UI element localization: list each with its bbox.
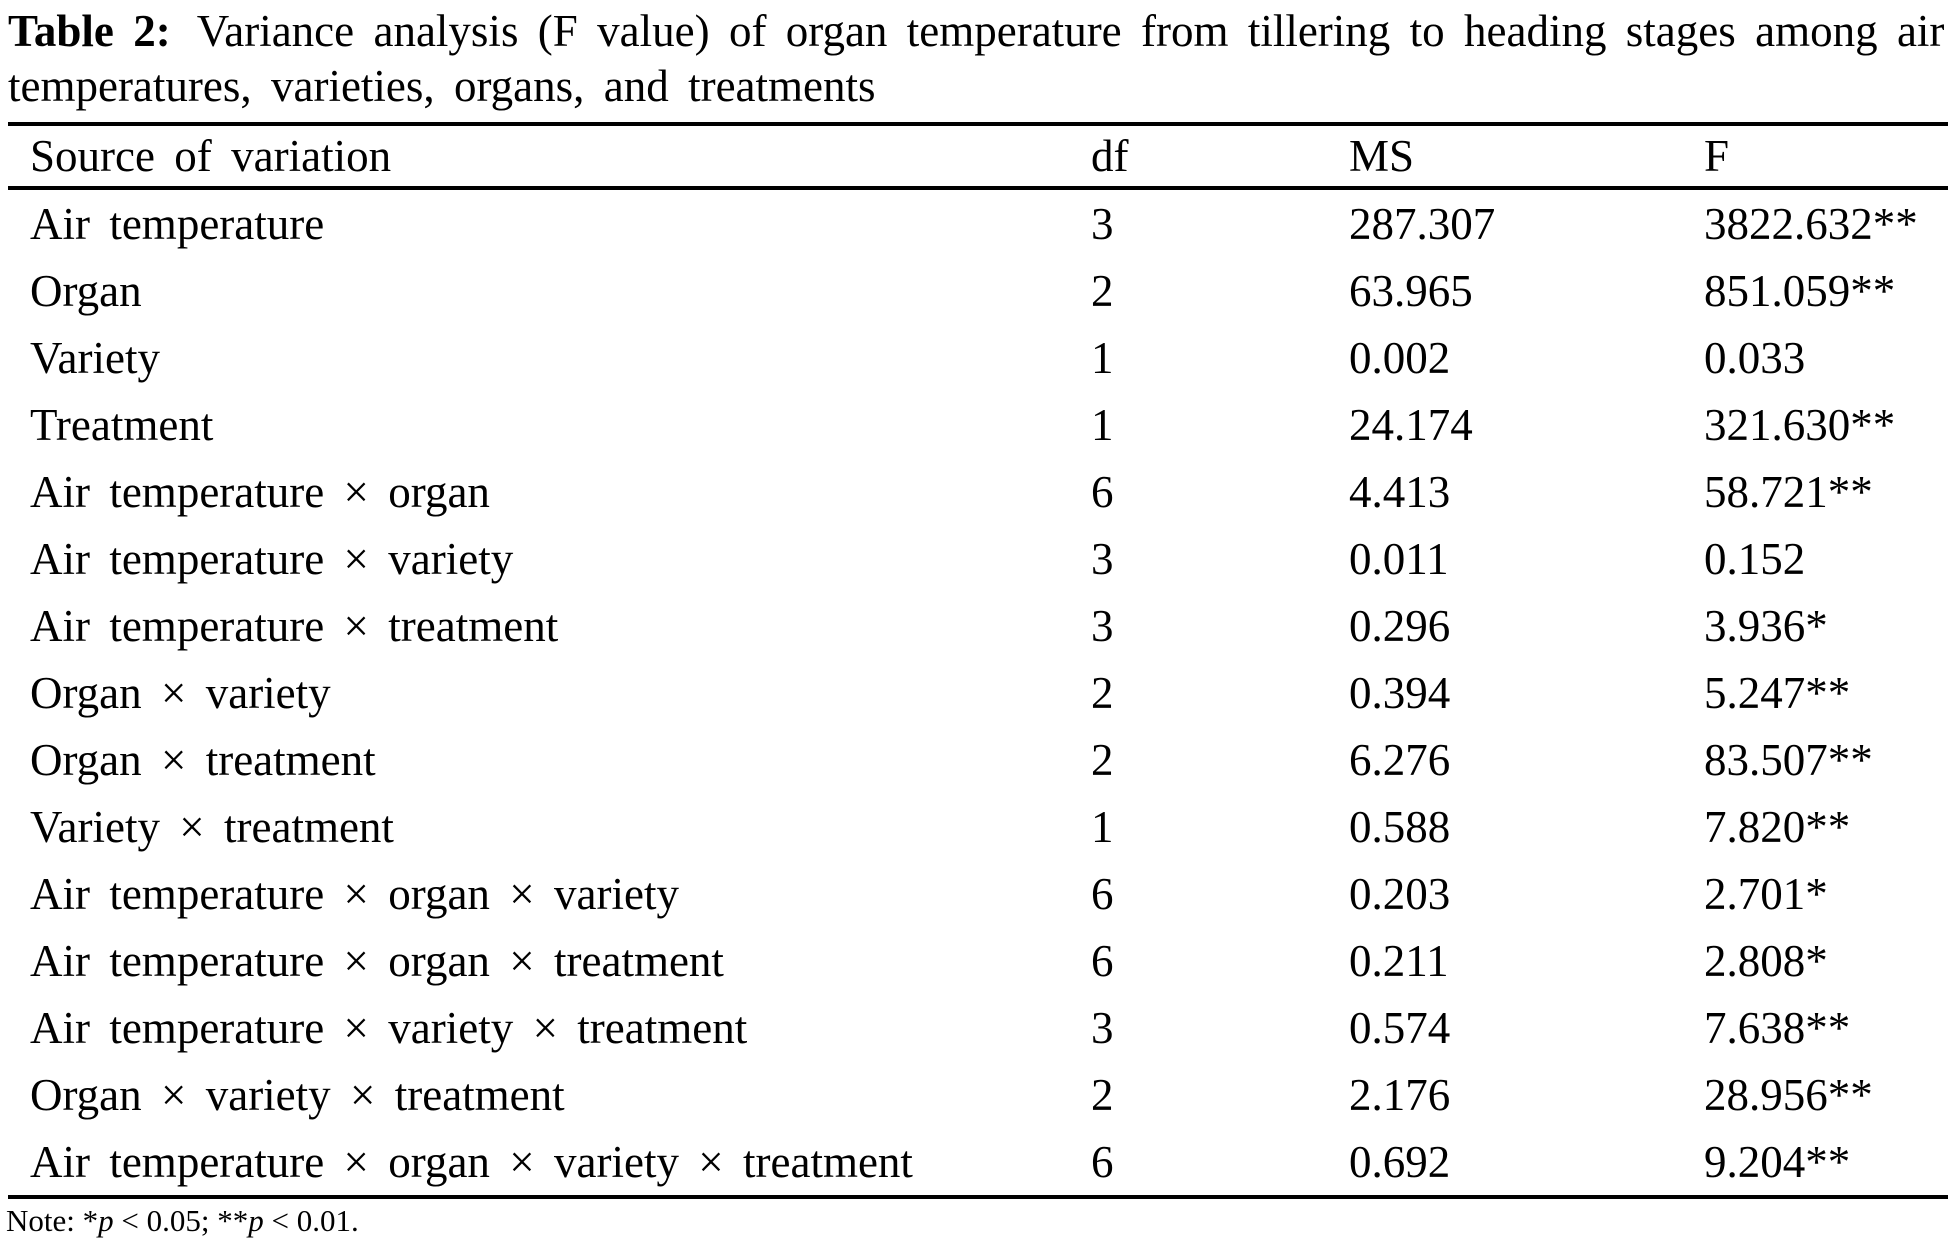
- cell-f: 28.956**: [1704, 1069, 1873, 1120]
- cell-ms: 0.574: [1349, 1002, 1451, 1053]
- cell-df: 6: [1091, 868, 1114, 919]
- cell-source: Organ: [30, 265, 142, 316]
- table-row: Air temperature × variety × treatment 3 …: [8, 994, 1948, 1061]
- table-row: Organ × treatment 2 6.276 83.507**: [8, 726, 1948, 793]
- table-caption-number: Table 2:: [8, 6, 171, 56]
- cell-ms: 0.588: [1349, 801, 1451, 852]
- cell-df: 2: [1091, 734, 1114, 785]
- cell-df: 2: [1091, 265, 1114, 316]
- table-row: Air temperature × variety 3 0.011 0.152: [8, 525, 1948, 592]
- cell-f: 0.152: [1704, 533, 1806, 584]
- cell-df: 6: [1091, 1136, 1114, 1187]
- cell-f: 2.808*: [1704, 935, 1828, 986]
- header-f: F: [1688, 124, 1948, 190]
- cell-f: 7.638**: [1704, 1002, 1851, 1053]
- cell-df: 3: [1091, 600, 1114, 651]
- cell-df: 3: [1091, 198, 1114, 249]
- cell-f: 3822.632**: [1704, 198, 1918, 249]
- footnote-threshold-1: < 0.05; **: [113, 1203, 249, 1238]
- cell-f: 851.059**: [1704, 265, 1896, 316]
- header-df: df: [1075, 124, 1334, 190]
- cell-df: 1: [1091, 801, 1114, 852]
- cell-source: Air temperature: [30, 198, 325, 249]
- cell-source: Organ × variety × treatment: [30, 1069, 565, 1120]
- table-row: Variety × treatment 1 0.588 7.820**: [8, 793, 1948, 860]
- cell-df: 1: [1091, 332, 1114, 383]
- table-row: Treatment 1 24.174 321.630**: [8, 391, 1948, 458]
- cell-f: 58.721**: [1704, 466, 1873, 517]
- footnote-threshold-2: < 0.01.: [263, 1203, 359, 1238]
- cell-source: Air temperature × organ × variety: [30, 868, 679, 919]
- header-row: Source of variation df MS F: [8, 124, 1948, 190]
- table-caption-line1: Variance analysis (F value) of organ tem…: [196, 6, 1945, 56]
- cell-df: 3: [1091, 1002, 1114, 1053]
- cell-ms: 287.307: [1349, 198, 1496, 249]
- cell-f: 2.701*: [1704, 868, 1828, 919]
- cell-f: 0.033: [1704, 332, 1806, 383]
- cell-source: Air temperature × variety × treatment: [30, 1002, 748, 1053]
- cell-source: Variety × treatment: [30, 801, 394, 852]
- cell-f: 321.630**: [1704, 399, 1896, 450]
- cell-f: 7.820**: [1704, 801, 1851, 852]
- cell-ms: 4.413: [1349, 466, 1451, 517]
- cell-source: Air temperature × organ × variety × trea…: [30, 1136, 913, 1187]
- cell-ms: 0.692: [1349, 1136, 1451, 1187]
- table-row: Organ × variety × treatment 2 2.176 28.9…: [8, 1061, 1948, 1128]
- cell-source: Air temperature × organ × treatment: [30, 935, 724, 986]
- footnote-p-italic: p: [98, 1203, 114, 1238]
- table-body: Air temperature 3 287.307 3822.632** Org…: [8, 188, 1948, 1197]
- cell-df: 3: [1091, 533, 1114, 584]
- cell-source: Organ × treatment: [30, 734, 376, 785]
- cell-df: 6: [1091, 935, 1114, 986]
- table-row: Air temperature × organ 6 4.413 58.721**: [8, 458, 1948, 525]
- table-caption: Table 2: Variance analysis (F value) of o…: [0, 0, 1956, 114]
- table-caption-line2: temperatures, varieties, organs, and tre…: [8, 61, 876, 111]
- anova-table: Source of variation df MS F Air temperat…: [8, 122, 1948, 1199]
- table-row: Air temperature × organ × variety × trea…: [8, 1128, 1948, 1197]
- cell-source: Treatment: [30, 399, 214, 450]
- header-ms: MS: [1333, 124, 1689, 190]
- cell-f: 3.936*: [1704, 600, 1828, 651]
- table-row: Organ × variety 2 0.394 5.247**: [8, 659, 1948, 726]
- cell-ms: 0.002: [1349, 332, 1451, 383]
- cell-df: 2: [1091, 1069, 1114, 1120]
- cell-ms: 63.965: [1349, 265, 1473, 316]
- table-row: Organ 2 63.965 851.059**: [8, 257, 1948, 324]
- table-row: Air temperature × treatment 3 0.296 3.93…: [8, 592, 1948, 659]
- cell-ms: 24.174: [1349, 399, 1473, 450]
- cell-ms: 0.211: [1349, 935, 1449, 986]
- cell-source: Air temperature × treatment: [30, 600, 559, 651]
- cell-f: 9.204**: [1704, 1136, 1851, 1187]
- table-footnote: Note: *p < 0.05; **p < 0.01.: [0, 1199, 1956, 1240]
- cell-ms: 0.011: [1349, 533, 1449, 584]
- cell-ms: 6.276: [1349, 734, 1451, 785]
- cell-df: 6: [1091, 466, 1114, 517]
- cell-ms: 0.296: [1349, 600, 1451, 651]
- table-row: Air temperature × organ × variety 6 0.20…: [8, 860, 1948, 927]
- cell-source: Organ × variety: [30, 667, 331, 718]
- footnote-prefix: Note: *: [6, 1203, 99, 1238]
- cell-source: Air temperature × organ: [30, 466, 490, 517]
- cell-f: 83.507**: [1704, 734, 1873, 785]
- table-row: Air temperature 3 287.307 3822.632**: [8, 188, 1948, 257]
- table-row: Air temperature × organ × treatment 6 0.…: [8, 927, 1948, 994]
- cell-source: Variety: [30, 332, 160, 383]
- cell-df: 2: [1091, 667, 1114, 718]
- header-source-of-variation: Source of variation: [8, 124, 1075, 190]
- cell-ms: 2.176: [1349, 1069, 1451, 1120]
- cell-source: Air temperature × variety: [30, 533, 514, 584]
- table-row: Variety 1 0.002 0.033: [8, 324, 1948, 391]
- table-header: Source of variation df MS F: [8, 124, 1948, 190]
- cell-ms: 0.203: [1349, 868, 1451, 919]
- footnote-p-italic: p: [248, 1203, 264, 1238]
- cell-f: 5.247**: [1704, 667, 1851, 718]
- cell-ms: 0.394: [1349, 667, 1451, 718]
- cell-df: 1: [1091, 399, 1114, 450]
